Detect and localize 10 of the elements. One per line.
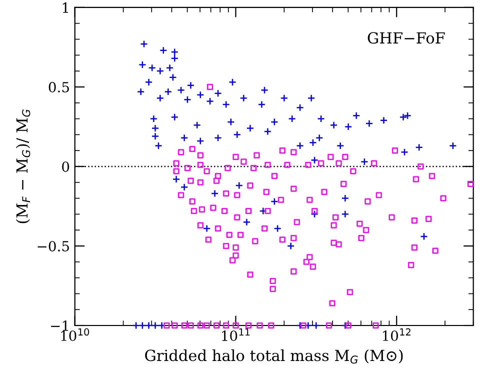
y-tick-label: 0 — [62, 161, 70, 172]
x-tick-label: 10$^{11}$ — [222, 328, 250, 342]
y-axis-title: (M$_{F}$ − M$_{G}$)/ M$_{G}$ — [16, 110, 30, 224]
y-tick-label: −1 — [51, 320, 68, 331]
x-axis-title: Gridded halo total mass M$_{G}$ (M⊙) — [145, 349, 403, 364]
x-tick-label: 10$^{12}$ — [382, 328, 410, 342]
y-tick-label: 0.5 — [48, 82, 69, 92]
y-tick-label: −0.5 — [38, 240, 69, 252]
y-tick-label: 1 — [62, 2, 68, 13]
annotation: GHF−FoF — [368, 32, 445, 44]
